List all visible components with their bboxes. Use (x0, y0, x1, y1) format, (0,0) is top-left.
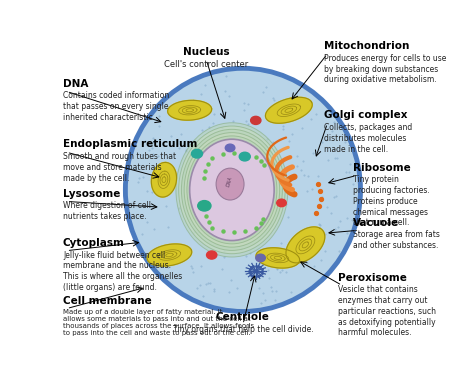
Circle shape (198, 200, 211, 211)
Text: Tiny organs that help the cell divide.: Tiny organs that help the cell divide. (173, 324, 313, 334)
Text: Storage area from fats
and other substances.: Storage area from fats and other substan… (353, 230, 440, 250)
Ellipse shape (176, 123, 288, 257)
Circle shape (251, 116, 261, 124)
Ellipse shape (182, 129, 283, 250)
Text: Tiny protein
producing factories.
Proteins produce
chemical messages
that run a : Tiny protein producing factories. Protei… (353, 175, 430, 227)
Text: Vesicle that contains
enzymes that carry out
particular reactions, such
as detox: Vesicle that contains enzymes that carry… (338, 285, 437, 337)
Text: DNA: DNA (226, 175, 234, 187)
Text: Centriole: Centriole (216, 312, 270, 321)
Text: Lysosome: Lysosome (63, 189, 120, 199)
Circle shape (256, 254, 265, 262)
Text: Where digestion of cell
nutrients takes place.: Where digestion of cell nutrients takes … (63, 202, 151, 221)
Ellipse shape (125, 68, 360, 311)
Text: Mitochondrion: Mitochondrion (324, 41, 409, 51)
Text: Cytoplasm: Cytoplasm (63, 238, 125, 248)
Polygon shape (265, 97, 312, 123)
Text: Cell membrane: Cell membrane (63, 296, 152, 306)
Text: Cell's control center: Cell's control center (164, 60, 248, 68)
Text: Produces energy for cells to use
by breaking down substances
during oxidative me: Produces energy for cells to use by brea… (324, 54, 446, 84)
Polygon shape (168, 100, 212, 120)
Text: Made up of a double layer of fatty material. It
allows some materials to pass in: Made up of a double layer of fatty mater… (63, 309, 254, 337)
Ellipse shape (190, 139, 274, 241)
Text: Jelly-like fluid between cell
membrane and the nucleus.
This is where all the or: Jelly-like fluid between cell membrane a… (63, 251, 182, 292)
Ellipse shape (184, 133, 280, 247)
Text: Peroxisome: Peroxisome (338, 273, 407, 282)
Ellipse shape (179, 126, 285, 254)
Circle shape (191, 149, 202, 158)
Polygon shape (151, 162, 176, 197)
Polygon shape (286, 227, 325, 263)
Text: DNA: DNA (63, 79, 88, 89)
Circle shape (277, 199, 286, 207)
Text: Vacuole: Vacuole (353, 218, 399, 227)
Polygon shape (256, 248, 300, 268)
Ellipse shape (187, 136, 277, 244)
Circle shape (239, 152, 250, 161)
Text: Contains coded information
that passes on every single
inherited characteristic.: Contains coded information that passes o… (63, 91, 169, 122)
Text: Collects, packages and
distributes molecules
made in the cell.: Collects, packages and distributes molec… (324, 123, 412, 154)
Text: Golgi complex: Golgi complex (324, 111, 407, 120)
Text: Smooth and rough tubes that
move and store materials
made by the cell.: Smooth and rough tubes that move and sto… (63, 152, 176, 183)
Ellipse shape (216, 168, 244, 200)
Text: Endoplasmic reticulum: Endoplasmic reticulum (63, 139, 197, 149)
Polygon shape (147, 244, 191, 266)
Circle shape (225, 144, 235, 152)
Text: Nucleus: Nucleus (183, 47, 229, 57)
Text: Ribosome: Ribosome (353, 162, 411, 173)
Circle shape (207, 251, 217, 259)
